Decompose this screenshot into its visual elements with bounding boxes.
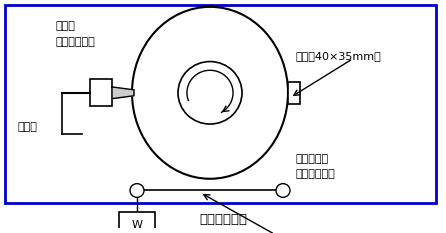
Text: （対摩擦材）: （対摩擦材） bbox=[295, 169, 335, 179]
Text: アンプ: アンプ bbox=[18, 122, 38, 132]
Text: 電位計: 電位計 bbox=[55, 21, 75, 31]
Text: （プローブ）: （プローブ） bbox=[55, 37, 95, 47]
Text: 綿ブロード: 綿ブロード bbox=[295, 154, 328, 164]
Text: W: W bbox=[132, 220, 143, 230]
Ellipse shape bbox=[132, 7, 288, 179]
Bar bbox=[288, 82, 300, 103]
Polygon shape bbox=[112, 87, 134, 99]
Bar bbox=[90, 79, 112, 106]
Text: 測定機の構成: 測定機の構成 bbox=[199, 213, 247, 226]
Bar bbox=[5, 5, 436, 203]
Text: 試料（40×35mm）: 試料（40×35mm） bbox=[295, 51, 381, 61]
Circle shape bbox=[130, 184, 144, 197]
Circle shape bbox=[178, 62, 242, 124]
Circle shape bbox=[276, 184, 290, 197]
Bar bbox=[119, 212, 155, 233]
